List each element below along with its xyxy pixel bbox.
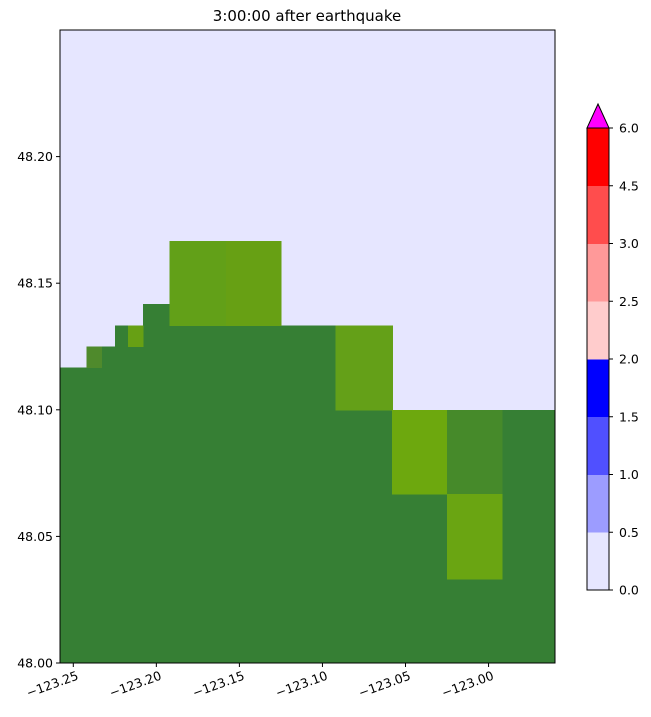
colorbar: 0.0 0.5 1.0 1.5 2.0 2.5 3.0 4.5 6.0 bbox=[586, 102, 639, 598]
colorbar-tick-label-5: 2.5 bbox=[619, 294, 639, 309]
heatmap-cell-6 bbox=[128, 325, 144, 348]
x-tick-label-1: −123.20 bbox=[107, 668, 163, 701]
heatmap-cell-9 bbox=[335, 325, 393, 411]
y-tick-label-4: 48.20 bbox=[17, 149, 53, 164]
x-axis: −123.25 −123.20 −123.15 −123.10 −123.05 −123.… bbox=[24, 663, 496, 701]
plot-area bbox=[59, 29, 556, 664]
colorbar-tick-label-7: 4.5 bbox=[619, 178, 639, 193]
plot-frame bbox=[59, 29, 556, 664]
colorbar-segment-0 bbox=[587, 532, 609, 591]
heatmap-cell-11 bbox=[447, 409, 503, 495]
colorbar-tick-label-3: 1.5 bbox=[619, 409, 639, 424]
heatmap-cell-5 bbox=[86, 346, 103, 369]
heatmap-cell-10 bbox=[392, 409, 448, 495]
colorbar-extend-arrow bbox=[586, 102, 610, 129]
heatmap-cell-8 bbox=[226, 240, 282, 327]
colorbar-segment-1 bbox=[587, 474, 609, 533]
colorbar-segment-2 bbox=[587, 416, 609, 475]
y-tick-label-1: 48.05 bbox=[17, 529, 53, 544]
colorbar-tick-label-0: 0.0 bbox=[619, 583, 639, 598]
colorbar-tick-label-8: 6.0 bbox=[619, 121, 639, 136]
colorbar-segment-4 bbox=[587, 301, 609, 360]
x-tick-label-5: −123.00 bbox=[440, 668, 496, 701]
colorbar-tick-label-6: 3.0 bbox=[619, 236, 639, 251]
y-axis: 48.00 48.05 48.10 48.15 48.20 bbox=[17, 149, 60, 671]
heatmap-cell-3 bbox=[114, 325, 365, 348]
heatmap-cell-1 bbox=[60, 367, 365, 411]
heatmap-cell-4 bbox=[143, 304, 171, 327]
colorbar-tick-label-1: 0.5 bbox=[619, 525, 639, 540]
colorbar-segment-7 bbox=[587, 128, 609, 187]
colorbar-segment-3 bbox=[587, 359, 609, 418]
y-tick-label-3: 48.15 bbox=[17, 276, 53, 291]
colorbar-tick-label-2: 1.0 bbox=[619, 467, 639, 482]
y-tick-label-2: 48.10 bbox=[17, 402, 53, 417]
colorbar-segment-6 bbox=[587, 185, 609, 244]
x-tick-label-4: −123.05 bbox=[356, 668, 412, 701]
heatmap-cell-12 bbox=[447, 494, 503, 580]
y-tick-label-0: 48.00 bbox=[17, 656, 53, 671]
colorbar-segment-5 bbox=[587, 243, 609, 302]
heatmap-cell-7 bbox=[169, 240, 227, 327]
colorbar-tick-label-4: 2.0 bbox=[619, 352, 639, 367]
chart-title: 3:00:00 after earthquake bbox=[213, 7, 401, 25]
x-tick-label-3: −123.10 bbox=[273, 668, 329, 701]
x-tick-label-0: −123.25 bbox=[24, 668, 80, 701]
heatmap-cell-2 bbox=[86, 346, 365, 369]
x-tick-label-2: −123.15 bbox=[190, 668, 246, 701]
